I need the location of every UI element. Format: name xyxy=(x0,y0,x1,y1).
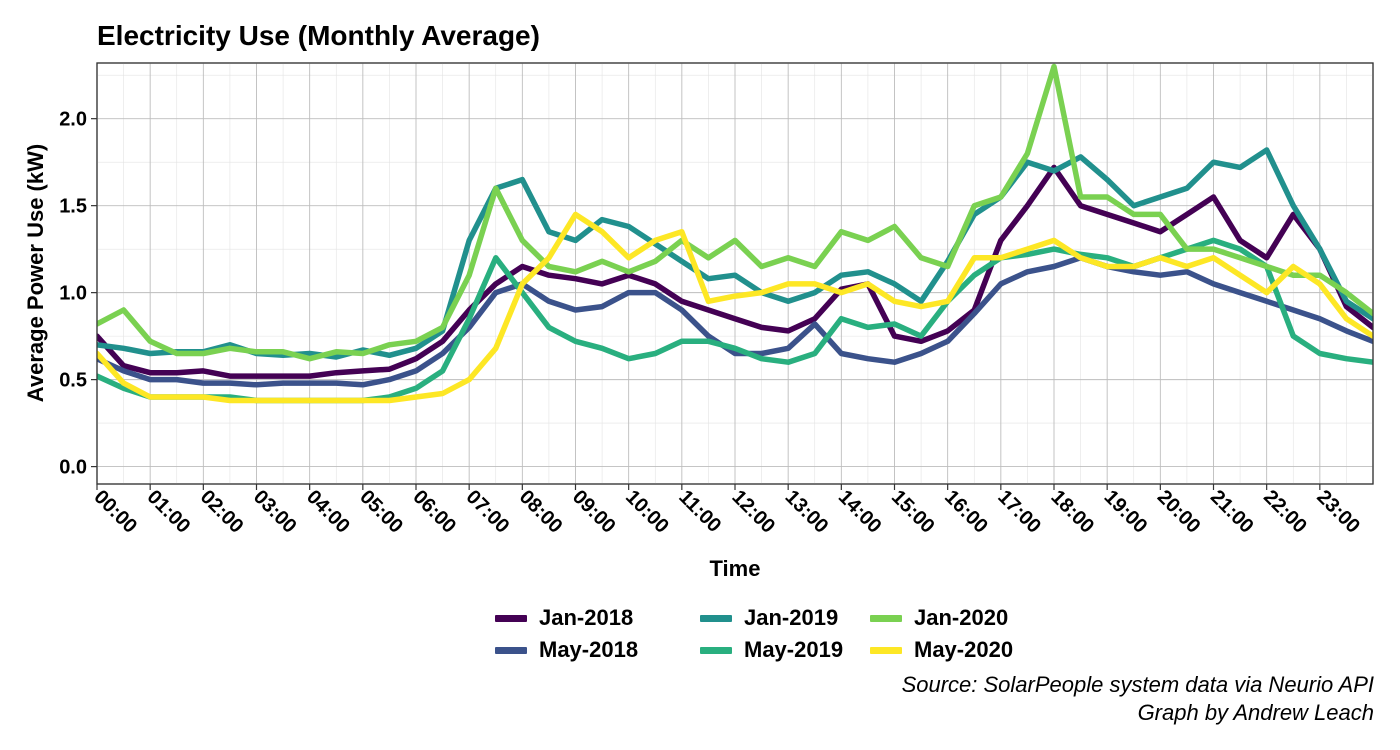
x-tick-label: 06:00 xyxy=(408,486,460,538)
legend-key xyxy=(495,646,527,654)
legend-label: May-2020 xyxy=(914,637,1014,662)
legend-key xyxy=(700,614,732,622)
x-tick-label: 03:00 xyxy=(249,486,301,538)
series-line-may-2020 xyxy=(97,211,1373,404)
legend-item-jan-2018: Jan-2018 xyxy=(495,603,700,633)
series-line-jan-2019 xyxy=(97,147,1373,360)
x-tick-label: 01:00 xyxy=(143,486,195,538)
legend-label: Jan-2020 xyxy=(914,605,1009,630)
x-tick-label: 02:00 xyxy=(196,486,248,538)
y-tick-label: 1.5 xyxy=(59,196,87,218)
x-tick-label: 21:00 xyxy=(1206,486,1258,538)
x-tick-label: 04:00 xyxy=(302,486,354,538)
x-tick-label: 17:00 xyxy=(993,486,1045,538)
series-line-jan-2018 xyxy=(97,164,1373,379)
x-tick-label: 07:00 xyxy=(462,486,514,538)
series-line-jan-2020 xyxy=(97,63,1373,362)
caption-author: Graph by Andrew Leach xyxy=(1137,700,1374,725)
x-tick-label: 00:00 xyxy=(89,486,141,538)
legend-key xyxy=(870,614,902,622)
x-tick-label: 23:00 xyxy=(1312,486,1364,538)
legend-item-jan-2019: Jan-2019 xyxy=(700,603,870,633)
x-tick-label: 12:00 xyxy=(727,486,779,538)
legend-key xyxy=(870,646,902,654)
y-tick-label: 0.5 xyxy=(59,370,87,392)
chart-title: Electricity Use (Monthly Average) xyxy=(97,20,540,51)
y-tick-label: 1.0 xyxy=(59,283,87,305)
series-line-may-2018 xyxy=(97,255,1373,388)
x-axis-title: Time xyxy=(710,556,761,581)
series-lines xyxy=(97,63,1373,404)
x-tick-label: 15:00 xyxy=(887,486,939,538)
legend-key xyxy=(495,614,527,622)
line-chart: 0.0 0.5 1.0 1.5 2.0 00:00 01:00 02:00 03:00 04:0… xyxy=(23,62,1374,581)
grid-lines xyxy=(96,63,1373,484)
legend-item-may-2020: May-2020 xyxy=(870,635,1040,665)
y-axis-ticks: 0.0 0.5 1.0 1.5 2.0 xyxy=(59,109,97,479)
x-tick-label: 16:00 xyxy=(940,486,992,538)
legend-label: May-2018 xyxy=(539,637,639,662)
x-tick-label: 08:00 xyxy=(515,486,567,538)
caption: Source: SolarPeople system data via Neur… xyxy=(902,671,1374,727)
legend-label: Jan-2018 xyxy=(539,605,634,630)
y-tick-label: 2.0 xyxy=(59,109,87,131)
x-tick-label: 14:00 xyxy=(834,486,886,538)
legend-key xyxy=(700,646,732,654)
legend-label: May-2019 xyxy=(744,637,844,662)
x-tick-label: 11:00 xyxy=(674,486,725,537)
caption-source: Source: SolarPeople system data via Neur… xyxy=(901,672,1374,697)
legend-item-may-2018: May-2018 xyxy=(495,635,700,665)
x-tick-label: 13:00 xyxy=(781,486,833,538)
legend-item-may-2019: May-2019 xyxy=(700,635,870,665)
x-tick-label: 09:00 xyxy=(568,486,620,538)
x-tick-label: 18:00 xyxy=(1046,486,1098,538)
legend: Jan-2018 Jan-2019 Jan-2020 May-2018 May-2019… xyxy=(495,603,1040,665)
y-axis-title: Average Power Use (kW) xyxy=(23,144,48,402)
x-tick-label: 19:00 xyxy=(1100,486,1152,538)
y-tick-label: 0.0 xyxy=(59,457,87,479)
legend-item-jan-2020: Jan-2020 xyxy=(870,603,1040,633)
legend-label: Jan-2019 xyxy=(744,605,839,630)
x-tick-label: 22:00 xyxy=(1259,486,1311,538)
x-axis-ticks: 00:00 01:00 02:00 03:00 04:00 05:00 06:00 07:00… xyxy=(89,484,1364,538)
x-tick-label: 20:00 xyxy=(1153,486,1205,538)
x-tick-label: 05:00 xyxy=(355,486,407,538)
x-tick-label: 10:00 xyxy=(621,486,673,538)
